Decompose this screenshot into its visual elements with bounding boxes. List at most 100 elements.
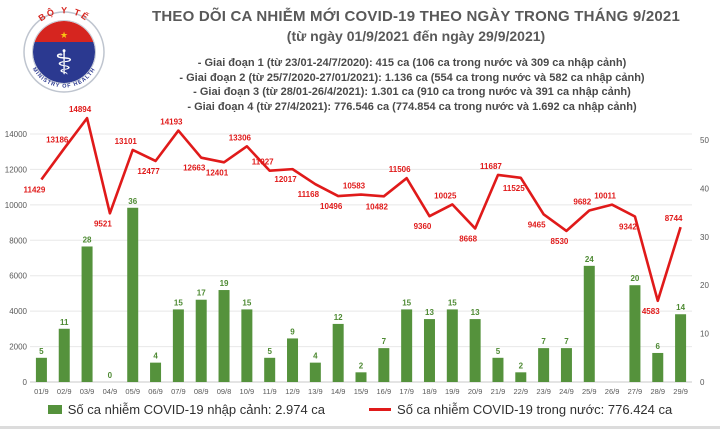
x-axis-category-label: 23/9 [536,387,551,396]
bar-data-label: 14 [676,303,685,312]
left-axis-tick-label: 4000 [9,307,27,316]
x-axis-category-label: 21/9 [491,387,506,396]
left-axis-tick-label: 12000 [5,165,28,174]
x-axis-category-label: 11/9 [263,387,277,396]
bar-data-label: 4 [153,352,158,361]
bar [241,309,253,382]
legend-item-imported: Số ca nhiễm COVID-19 nhập cảnh: 2.974 ca [47,402,326,417]
left-axis-tick-label: 6000 [9,272,27,281]
line-data-label: 10011 [594,192,616,201]
bar [81,246,93,382]
line-data-label: 10583 [343,182,366,191]
bar-data-label: 5 [267,347,272,356]
x-axis-category-label: 24/9 [559,387,574,396]
left-axis-tick-label: 2000 [9,343,27,352]
x-axis-category-label: 06/9 [148,387,163,396]
bar-data-label: 0 [108,371,113,380]
bar [332,323,344,382]
x-axis-category-label: 09/8 [217,387,232,396]
legend-domestic-label: Số ca nhiễm COVID-19 trong nước: 776.424… [397,402,673,417]
imported-cases-bars: 5 11 28 0 36 4 15 17 19 15 5 9 4 12 2 7 15 13 15 13 5 2 7 7 24 20… [35,197,687,382]
chart-legend: Số ca nhiễm COVID-19 nhập cảnh: 2.974 ca… [0,402,720,417]
legend-imported-label: Số ca nhiễm COVID-19 nhập cảnh: 2.974 ca [67,402,326,417]
line-data-label: 14193 [160,118,183,127]
x-axis-category-label: 26/9 [605,387,620,396]
line-data-label: 10482 [366,202,389,211]
line-data-label: 14894 [69,105,92,114]
line-data-label: 10496 [320,202,343,211]
bar-data-label: 7 [541,337,546,346]
star-icon: ★ [60,30,68,40]
domestic-cases-line-icon [369,408,392,411]
bar-data-label: 5 [39,347,44,356]
line-data-label: 9521 [94,219,112,228]
line-data-label: 11687 [480,162,502,171]
bar-data-label: 9 [290,327,295,336]
x-axis-category-label: 29/9 [673,387,688,396]
bar-data-label: 6 [656,342,661,351]
line-data-label: 9360 [414,222,432,231]
left-axis-tick-label: 8000 [9,236,27,245]
page-subtitle: (từ ngày 01/9/2021 đến ngày 29/9/2021) [286,28,546,44]
line-data-label: 8530 [551,237,569,246]
line-data-label: 8668 [459,234,477,243]
line-data-label: 4583 [642,307,660,316]
line-data-label: 9342 [619,223,637,232]
bar [355,372,367,382]
left-axis-tick-label: 10000 [5,201,28,210]
line-data-label: 13186 [46,135,69,144]
line-data-label: 12017 [274,175,297,184]
x-axis-category-label: 17/9 [399,387,414,396]
bar [446,309,458,382]
bar-data-label: 11 [60,318,69,327]
logo-red-band [33,21,95,42]
phase-3-summary: - Giai đoạn 3 (từ 28/01-26/4/2021): 1.30… [193,86,631,98]
right-axis-tick-label: 10 [700,330,709,339]
line-data-label: 12401 [206,168,229,177]
x-axis-category-label: 04/9 [103,387,118,396]
ministry-of-health-logo: ★ ⚕ BỘ Y TẾ MINISTRY OF HEALTH [22,5,106,94]
x-axis-category-label: 28/9 [650,387,665,396]
bar-data-label: 7 [564,337,569,346]
bar-data-label: 19 [220,279,229,288]
bar [150,362,162,382]
phase-4-summary: - Giai đoạn 4 (từ 27/4/2021): 776.546 ca… [187,100,637,113]
phase-summary-list: - Giai đoạn 1 (từ 23/01-24/7/2020): 415 … [110,56,714,114]
bar [195,299,207,382]
bar [629,285,641,382]
bar [515,372,527,382]
bar [378,348,390,382]
line-data-label: 9682 [573,197,591,206]
bar [218,290,230,382]
bar-data-label: 15 [448,298,457,307]
line-data-label: 11429 [24,186,46,195]
phase-2-summary: - Giai đoạn 2 (từ 25/7/2020-27/01/2021):… [179,71,645,84]
bar [583,265,595,382]
bar [469,319,481,382]
x-axis-category-label: 05/9 [125,387,140,396]
bar [127,207,139,382]
bar-data-label: 17 [197,289,206,298]
bar-data-label: 20 [630,274,639,283]
bar-data-label: 15 [174,298,183,307]
bar-data-label: 15 [242,298,251,307]
legend-item-domestic: Số ca nhiễm COVID-19 trong nước: 776.424… [369,402,672,417]
bar [172,309,184,382]
bar [264,357,276,382]
x-axis-category-label: 20/9 [468,387,483,396]
bottom-divider [0,426,720,429]
ministry-of-health-emblem: ★ ⚕ BỘ Y TẾ MINISTRY OF HEALTH [23,5,105,93]
right-axis-tick-label: 40 [700,184,709,193]
x-axis-category-label: 03/9 [80,387,95,396]
bar-data-label: 13 [471,308,480,317]
right-axis-tick-label: 20 [700,281,709,290]
x-axis-category-label: 22/9 [513,387,528,396]
x-axis-category-label: 15/9 [354,387,369,396]
bar [423,319,435,382]
left-axis-tick-label: 0 [23,378,28,387]
line-data-label: 13306 [229,133,252,142]
right-axis-tick-label: 0 [700,378,705,387]
imported-cases-swatch-icon [47,405,62,414]
bar [309,362,321,382]
bar [58,328,70,382]
